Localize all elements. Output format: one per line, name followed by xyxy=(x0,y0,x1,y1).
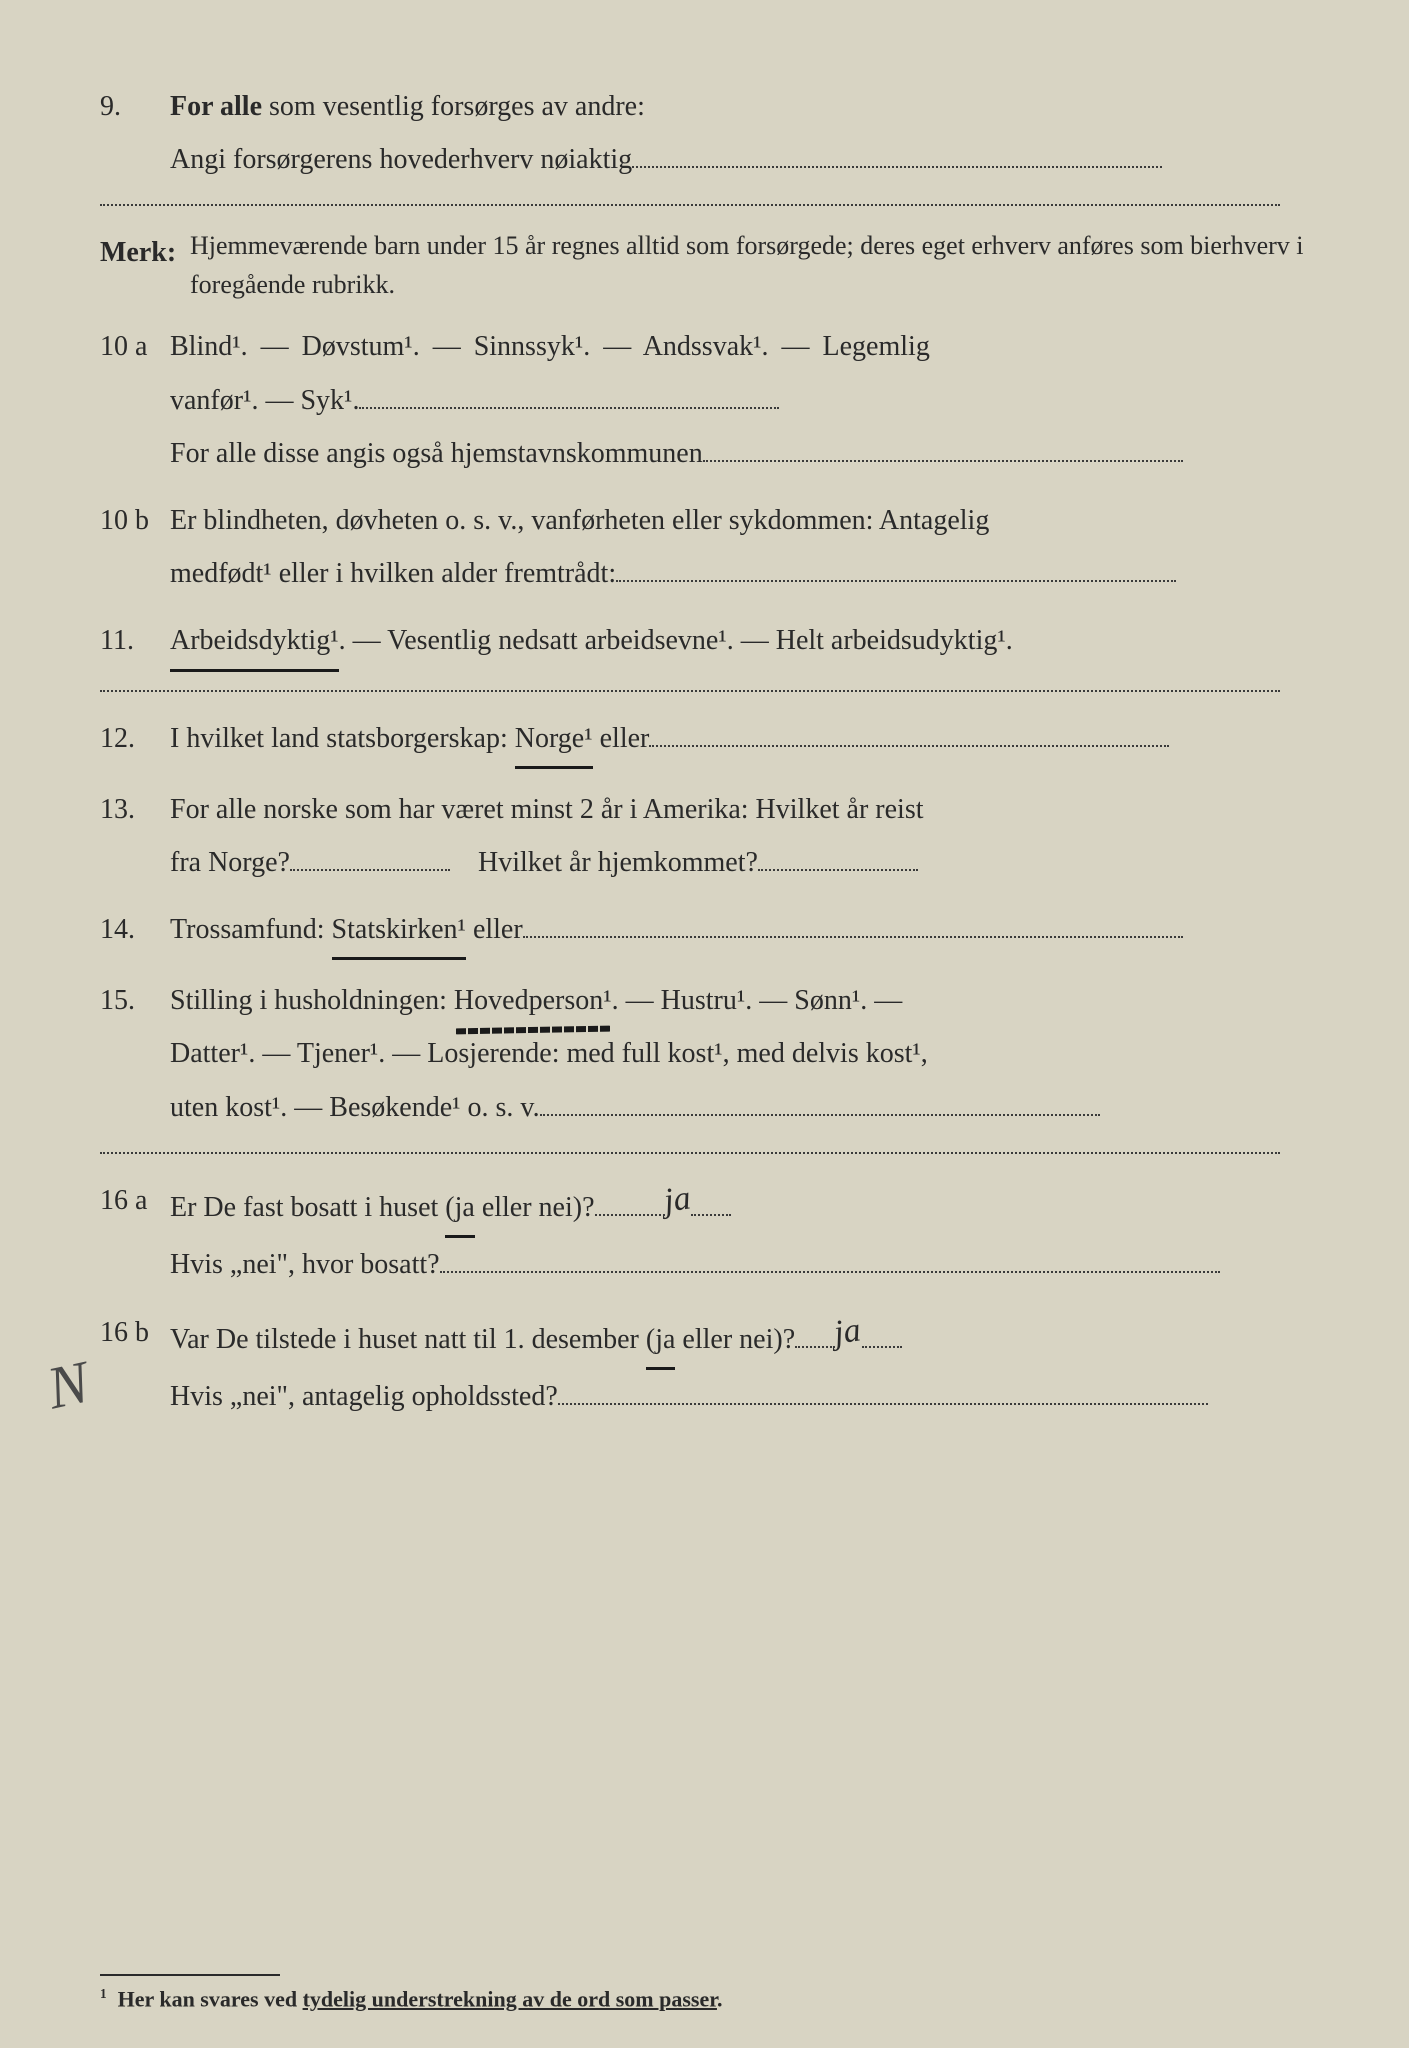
q10b-number: 10 b xyxy=(100,494,170,600)
footnote-number: 1 xyxy=(100,1986,107,2001)
q16a-number: 16 a xyxy=(100,1174,170,1292)
question-15: 15. Stilling i husholdningen: Hovedperso… xyxy=(100,974,1329,1134)
footnote-text-a: Her kan svares ved xyxy=(118,1986,303,2011)
q9-blank xyxy=(632,166,1162,168)
q13-body: For alle norske som har været minst 2 år… xyxy=(170,783,1329,889)
q16b-answer: ja xyxy=(830,1298,865,1366)
q14-blank xyxy=(523,936,1183,938)
q16b-blank2 xyxy=(558,1403,1208,1405)
q10a-line2: vanfør¹. — Syk¹. xyxy=(170,385,359,416)
q10a-blank2 xyxy=(703,460,1183,462)
q15-pre: Stilling i husholdningen: xyxy=(170,985,454,1016)
q9-line1-rest: som vesentlig forsørges av andre: xyxy=(262,91,645,122)
q10b-line1: Er blindheten, døvheten o. s. v., vanfør… xyxy=(170,505,989,536)
q15-number: 15. xyxy=(100,974,170,1134)
q16a-line2: Hvis „nei", hvor bosatt? xyxy=(170,1249,440,1280)
q12-post: eller xyxy=(593,723,650,754)
q16a-body: Er De fast bosatt i huset (ja eller nei)… xyxy=(170,1174,1329,1292)
q13-line2a: fra Norge? xyxy=(170,847,290,878)
question-16a: 16 a Er De fast bosatt i huset (ja eller… xyxy=(100,1174,1329,1292)
q13-blank2 xyxy=(758,869,918,871)
q16b-number: 16 b xyxy=(100,1306,170,1424)
q16b-line2: Hvis „nei", antagelig opholdssted? xyxy=(170,1381,558,1412)
q13-line1: For alle norske som har været minst 2 år… xyxy=(170,794,924,825)
footnote-text-b: . xyxy=(717,1986,723,2011)
q9-line2: Angi forsørgerens hovederhverv nøiaktig xyxy=(170,144,632,175)
q16a-blank2 xyxy=(440,1271,1220,1273)
q14-post: eller xyxy=(466,914,523,945)
q16a-answer: ja xyxy=(659,1166,694,1234)
q12-number: 12. xyxy=(100,712,170,769)
q13-line2b: Hvilket år hjemkommet? xyxy=(478,847,758,878)
divider-3 xyxy=(100,1152,1280,1154)
merk-text: Hjemmeværende barn under 15 år regnes al… xyxy=(190,226,1329,304)
q14-body: Trossamfund: Statskirken¹ eller xyxy=(170,903,1329,960)
merk-label: Merk: xyxy=(100,226,190,304)
q15-body: Stilling i husholdningen: Hovedperson¹. … xyxy=(170,974,1329,1134)
question-11: 11. Arbeidsdyktig¹. — Vesentlig nedsatt … xyxy=(100,614,1329,671)
note-merk: Merk: Hjemmeværende barn under 15 år reg… xyxy=(100,226,1329,304)
footnote-rule xyxy=(100,1974,280,1976)
q15-selected: Hovedperson¹ xyxy=(454,974,612,1027)
q15-line2: Datter¹. — Tjener¹. — Losjerende: med fu… xyxy=(170,1038,928,1069)
q10b-blank xyxy=(616,580,1176,582)
q16a-pre: Er De fast bosatt i huset xyxy=(170,1192,445,1223)
q15-blank xyxy=(540,1114,1100,1116)
q13-blank1 xyxy=(290,869,450,871)
question-10a: 10 a Blind¹. — Døvstum¹. — Sinnssyk¹. — … xyxy=(100,320,1329,480)
q16b-post: eller nei)? xyxy=(675,1324,795,1355)
footnote-text-u: tydelig understrekning av de ord som pas… xyxy=(303,1986,717,2011)
q11-body: Arbeidsdyktig¹. — Vesentlig nedsatt arbe… xyxy=(170,614,1329,671)
q10a-line3: For alle disse angis også hjemstavnskomm… xyxy=(170,438,703,469)
handwritten-margin-mark: N xyxy=(37,1325,100,1445)
question-12: 12. I hvilket land statsborgerskap: Norg… xyxy=(100,712,1329,769)
q16b-body: Var De tilstede i huset natt til 1. dese… xyxy=(170,1306,1329,1424)
q12-body: I hvilket land statsborgerskap: Norge¹ e… xyxy=(170,712,1329,769)
q15-line3: uten kost¹. — Besøkende¹ o. s. v. xyxy=(170,1092,540,1123)
census-form-page: 9. For alle som vesentlig forsørges av a… xyxy=(0,0,1409,2048)
q16a-post: eller nei)? xyxy=(475,1192,595,1223)
q13-number: 13. xyxy=(100,783,170,889)
q10a-body: Blind¹. — Døvstum¹. — Sinnssyk¹. — Andss… xyxy=(170,320,1329,480)
q14-selected: Statskirken¹ xyxy=(332,903,466,960)
q15-rest1: . — Hustru¹. — Sønn¹. — xyxy=(612,985,903,1016)
q12-selected: Norge¹ xyxy=(515,712,593,769)
q9-number: 9. xyxy=(100,80,170,186)
q10a-line1: Blind¹. — Døvstum¹. — Sinnssyk¹. — Andss… xyxy=(170,331,930,362)
q14-number: 14. xyxy=(100,903,170,960)
question-9: 9. For alle som vesentlig forsørges av a… xyxy=(100,80,1329,186)
q10a-number: 10 a xyxy=(100,320,170,480)
q16a-blank1b xyxy=(691,1214,731,1216)
q16b-ja: (ja xyxy=(646,1313,676,1370)
q12-blank xyxy=(649,745,1169,747)
q16a-blank1 xyxy=(595,1214,665,1216)
q11-selected: Arbeidsdyktig¹ xyxy=(170,614,339,671)
q16b-pre: Var De tilstede i huset natt til 1. dese… xyxy=(170,1324,646,1355)
question-10b: 10 b Er blindheten, døvheten o. s. v., v… xyxy=(100,494,1329,600)
q10a-blank1 xyxy=(359,407,779,409)
q10b-body: Er blindheten, døvheten o. s. v., vanfør… xyxy=(170,494,1329,600)
divider-2 xyxy=(100,690,1280,692)
footnote: 1 Her kan svares ved tydelig understrekn… xyxy=(100,1986,722,2012)
q9-line1-bold: For alle xyxy=(170,91,262,122)
q12-pre: I hvilket land statsborgerskap: xyxy=(170,723,515,754)
q16a-ja: (ja xyxy=(445,1181,475,1238)
question-16b: 16 b Var De tilstede i huset natt til 1.… xyxy=(100,1306,1329,1424)
question-14: 14. Trossamfund: Statskirken¹ eller xyxy=(100,903,1329,960)
q11-number: 11. xyxy=(100,614,170,671)
q16b-blank1b xyxy=(862,1346,902,1348)
question-13: 13. For alle norske som har været minst … xyxy=(100,783,1329,889)
divider-1 xyxy=(100,204,1280,206)
q16b-blank1 xyxy=(795,1346,835,1348)
q11-rest: . — Vesentlig nedsatt arbeidsevne¹. — He… xyxy=(339,625,1013,656)
q9-body: For alle som vesentlig forsørges av andr… xyxy=(170,80,1329,186)
q10b-line2: medfødt¹ eller i hvilken alder fremtrådt… xyxy=(170,558,616,589)
q14-pre: Trossamfund: xyxy=(170,914,332,945)
